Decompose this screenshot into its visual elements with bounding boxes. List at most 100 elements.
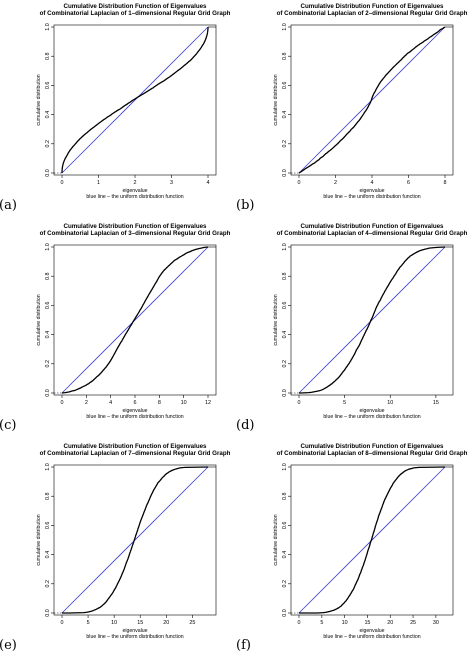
x-tick-label: 0 [298, 180, 301, 186]
x-axis-sublabel: blue line – the uniform distribution fun… [323, 194, 420, 200]
x-tick-label: 25 [189, 620, 195, 626]
chart-subtitle: of Combinatorial Laplacian of 8–dimensio… [277, 450, 468, 457]
y-tick-label: 1.0 [282, 23, 288, 31]
y-axis-label: cumulative distribution [273, 74, 279, 125]
x-tick-label: 8 [444, 180, 447, 186]
y-tick-label: 0.2 [45, 360, 51, 368]
chart-panel: Cumulative Distribution Function of Eige… [236, 440, 474, 660]
cdf-line [61, 246, 209, 394]
y-tick-label: 1.0 [45, 23, 51, 31]
y-tick-label: 0.8 [45, 52, 51, 60]
y-tick-label: 0.0 [282, 169, 288, 177]
y-tick-label: 0.4 [282, 551, 288, 559]
chart-title: Cumulative Distribution Function of Eige… [63, 3, 207, 10]
y-tick-label: 0.4 [45, 551, 51, 559]
chart-title: Cumulative Distribution Function of Eige… [300, 223, 444, 230]
x-axis-label: eigenvalue [359, 188, 384, 194]
y-tick-label: 0.2 [45, 580, 51, 588]
x-tick-label: 2 [85, 400, 88, 406]
x-tick-label: 4 [207, 180, 210, 186]
y-tick-label: 0.4 [45, 331, 51, 339]
chart-panel: Cumulative Distribution Function of Eige… [0, 0, 237, 220]
chart-svg: Cumulative Distribution Function of Eige… [36, 3, 231, 200]
panel-label: (b) [236, 198, 255, 213]
y-tick-label: 0.8 [282, 52, 288, 60]
y-axis-label: cumulative distribution [36, 514, 42, 565]
y-tick-label: 0.6 [45, 522, 51, 530]
y-tick-label: 0.2 [282, 140, 288, 148]
x-tick-label: 2 [334, 180, 337, 186]
chart-panel: Cumulative Distribution Function of Eige… [236, 220, 474, 440]
x-tick-label: 15 [137, 620, 143, 626]
chart-svg: Cumulative Distribution Function of Eige… [273, 443, 468, 640]
x-tick-label: 5 [320, 620, 323, 626]
y-tick-label: 1.0 [45, 463, 51, 471]
cdf-line [298, 466, 446, 614]
y-tick-label: 1.0 [45, 243, 51, 251]
y-tick-label: 0.6 [45, 302, 51, 310]
cdf-line [298, 246, 446, 394]
chart-panel: Cumulative Distribution Function of Eige… [0, 220, 237, 440]
x-axis-sublabel: blue line – the uniform distribution fun… [323, 414, 420, 420]
plot-frame [290, 464, 454, 616]
y-tick-label: 0.2 [282, 580, 288, 588]
x-tick-label: 10 [111, 620, 117, 626]
x-tick-label: 4 [371, 180, 374, 186]
x-axis-label: eigenvalue [359, 628, 384, 634]
uniform-line [61, 246, 209, 394]
y-tick-label: 0.0 [45, 389, 51, 397]
panel-label: (e) [0, 638, 17, 653]
x-tick-label: 1 [97, 180, 100, 186]
chart-svg: Cumulative Distribution Function of Eige… [273, 3, 468, 200]
y-tick-label: 0.0 [45, 169, 51, 177]
x-tick-label: 12 [205, 400, 211, 406]
y-axis-label: cumulative distribution [36, 294, 42, 345]
x-axis-sublabel: blue line – the uniform distribution fun… [86, 194, 183, 200]
x-tick-label: 0 [61, 180, 64, 186]
y-tick-label: 0.8 [45, 272, 51, 280]
chart-subtitle: of Combinatorial Laplacian of 7–dimensio… [40, 450, 231, 457]
chart-svg: Cumulative Distribution Function of Eige… [36, 443, 231, 640]
cdf-line [298, 26, 446, 174]
chart-subtitle: of Combinatorial Laplacian of 1–dimensio… [40, 10, 231, 17]
x-tick-label: 30 [433, 620, 439, 626]
x-axis-sublabel: blue line – the uniform distribution fun… [323, 634, 420, 640]
y-tick-label: 1.0 [282, 463, 288, 471]
x-tick-label: 15 [433, 400, 439, 406]
x-tick-label: 4 [109, 400, 112, 406]
y-tick-label: 0.6 [282, 82, 288, 90]
y-tick-label: 0.0 [282, 389, 288, 397]
panel-label: (f) [236, 638, 251, 653]
chart-panel: Cumulative Distribution Function of Eige… [236, 0, 474, 220]
y-tick-label: 0.2 [282, 360, 288, 368]
chart-title: Cumulative Distribution Function of Eige… [300, 3, 444, 10]
x-tick-label: 5 [87, 620, 90, 626]
chart-svg: Cumulative Distribution Function of Eige… [273, 223, 468, 420]
x-tick-label: 3 [170, 180, 173, 186]
x-axis-label: eigenvalue [122, 408, 147, 414]
cdf-line [61, 27, 209, 173]
x-axis-sublabel: blue line – the uniform distribution fun… [86, 414, 183, 420]
panel-label: (c) [0, 418, 17, 433]
x-tick-label: 2 [134, 180, 137, 186]
chart-svg: Cumulative Distribution Function of Eige… [36, 223, 231, 420]
x-tick-label: 5 [343, 400, 346, 406]
x-tick-label: 0 [61, 400, 64, 406]
chart-subtitle: of Combinatorial Laplacian of 4–dimensio… [277, 230, 468, 237]
x-tick-label: 10 [342, 620, 348, 626]
panel-label: (a) [0, 198, 17, 213]
y-tick-label: 0.6 [282, 522, 288, 530]
x-tick-label: 0 [61, 620, 64, 626]
y-tick-label: 0.8 [282, 492, 288, 500]
y-tick-label: 0.8 [282, 272, 288, 280]
y-tick-label: 0.4 [45, 111, 51, 119]
uniform-line [61, 26, 209, 174]
y-tick-label: 0.8 [45, 492, 51, 500]
x-tick-label: 25 [410, 620, 416, 626]
x-tick-label: 8 [158, 400, 161, 406]
chart-title: Cumulative Distribution Function of Eige… [63, 443, 207, 450]
y-tick-label: 0.0 [45, 609, 51, 617]
y-tick-label: 0.0 [282, 609, 288, 617]
panel-label: (d) [236, 418, 255, 433]
y-axis-label: cumulative distribution [273, 294, 279, 345]
